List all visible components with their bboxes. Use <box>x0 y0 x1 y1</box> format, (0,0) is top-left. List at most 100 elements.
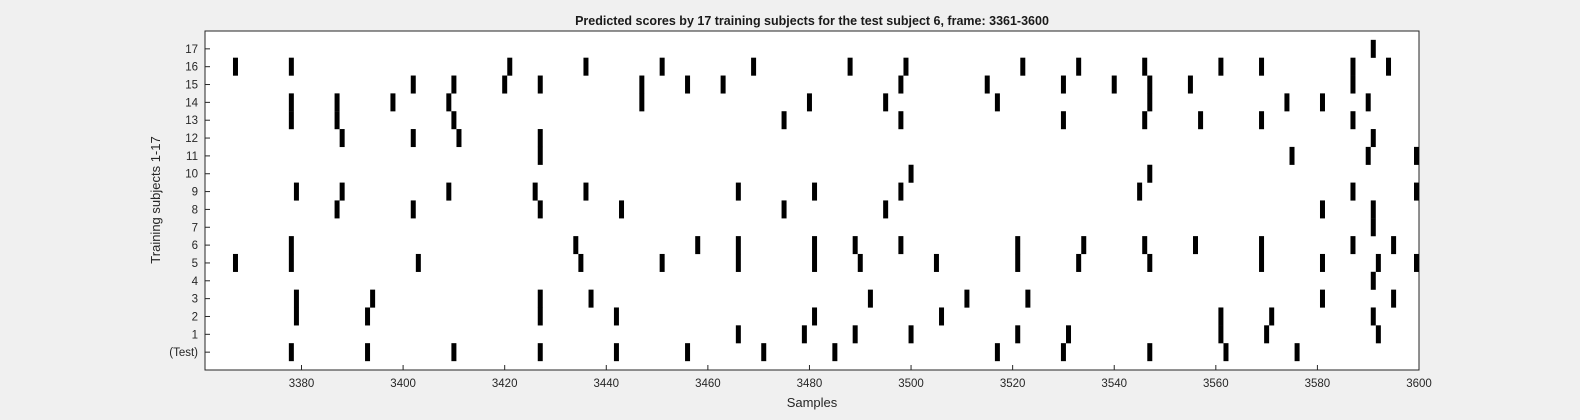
spike-mark <box>232 253 238 272</box>
spike-mark <box>1142 236 1148 255</box>
y-tick-label: 8 <box>192 204 198 216</box>
spike-mark <box>1319 200 1325 219</box>
spike-mark <box>451 343 457 362</box>
spike-mark <box>334 200 340 219</box>
spike-mark <box>588 289 594 308</box>
spike-mark <box>1284 93 1290 112</box>
x-tick-label: 3520 <box>1000 378 1026 390</box>
y-tick-label: 6 <box>192 240 198 252</box>
spike-mark <box>1350 57 1356 76</box>
spike-mark <box>898 75 904 94</box>
x-tick-label: 3400 <box>390 378 416 390</box>
spike-mark <box>410 129 416 148</box>
spike-mark <box>964 289 970 308</box>
spike-mark <box>537 75 543 94</box>
spike-mark <box>898 182 904 201</box>
spike-mark <box>735 182 741 201</box>
spike-mark <box>735 236 741 255</box>
spike-mark <box>1365 146 1371 165</box>
y-tick-label: (Test) <box>169 347 198 359</box>
spike-mark <box>812 182 818 201</box>
x-ticks: 3380 3400 3420 3440 3460 3480 3500 3520 3540 3560… <box>289 365 1432 390</box>
y-tick-label: 17 <box>185 44 198 56</box>
spike-mark <box>898 236 904 255</box>
spike-mark <box>451 111 457 130</box>
y-tick-label: 10 <box>185 169 198 181</box>
spike-mark <box>1370 200 1376 219</box>
spike-mark <box>735 325 741 344</box>
spike-mark <box>1319 289 1325 308</box>
spike-mark <box>288 93 294 112</box>
spike-mark <box>1375 253 1381 272</box>
spike-mark <box>446 182 452 201</box>
y-tick-label: 9 <box>192 187 198 199</box>
spike-mark <box>583 57 589 76</box>
spike-mark <box>781 200 787 219</box>
spike-mark <box>537 200 543 219</box>
y-axis-label: Training subjects 1-17 <box>148 136 163 263</box>
spike-mark <box>1218 307 1224 326</box>
spike-mark <box>1076 57 1082 76</box>
spike-mark <box>288 343 294 362</box>
spike-mark <box>908 325 914 344</box>
x-tick-label: 3600 <box>1406 378 1432 390</box>
spike-mark <box>852 325 858 344</box>
spike-mark <box>446 93 452 112</box>
x-tick-label: 3420 <box>492 378 518 390</box>
y-tick-label: 13 <box>185 115 198 127</box>
spike-mark <box>613 343 619 362</box>
spike-mark <box>288 236 294 255</box>
spike-mark <box>1414 146 1419 165</box>
spike-mark <box>578 253 584 272</box>
y-tick-label: 12 <box>185 133 198 145</box>
spike-mark <box>761 343 767 362</box>
spike-mark <box>781 111 787 130</box>
spike-mark <box>288 57 294 76</box>
spike-mark <box>1370 271 1376 290</box>
spike-mark <box>410 200 416 219</box>
spike-mark <box>903 57 909 76</box>
spike-mark <box>908 164 914 183</box>
spike-mark <box>232 57 238 76</box>
spike-mark <box>410 75 416 94</box>
spike-mark <box>1147 164 1153 183</box>
spike-mark <box>994 93 1000 112</box>
spike-mark <box>1111 75 1117 94</box>
spike-mark <box>532 182 538 201</box>
y-tick-label: 4 <box>192 276 199 288</box>
spike-mark <box>502 75 508 94</box>
spike-mark <box>639 93 645 112</box>
spike-mark <box>339 129 345 148</box>
x-tick-label: 3540 <box>1101 378 1127 390</box>
spike-mark <box>1060 111 1066 130</box>
plot-area <box>204 30 1420 371</box>
spike-mark <box>751 57 757 76</box>
y-tick-label: 2 <box>192 311 198 323</box>
spike-mark <box>537 343 543 362</box>
spike-mark <box>1015 325 1021 344</box>
spike-mark <box>293 289 299 308</box>
spike-mark <box>573 236 579 255</box>
spike-mark <box>456 129 462 148</box>
spike-mark <box>451 75 457 94</box>
spike-mark <box>1350 111 1356 130</box>
spike-mark <box>537 146 543 165</box>
spike-mark <box>293 307 299 326</box>
x-tick-label: 3380 <box>289 378 315 390</box>
spike-mark <box>1137 182 1143 201</box>
spike-mark <box>365 307 371 326</box>
spike-mark <box>883 200 889 219</box>
spike-mark <box>1370 129 1376 148</box>
spike-mark <box>1147 253 1153 272</box>
x-tick-label: 3560 <box>1203 378 1229 390</box>
spike-mark <box>857 253 863 272</box>
spike-mark <box>339 182 345 201</box>
spike-mark <box>806 93 812 112</box>
spike-mark <box>720 75 726 94</box>
spike-mark <box>613 307 619 326</box>
spike-mark <box>293 182 299 201</box>
spike-mark <box>1259 57 1265 76</box>
spike-mark <box>1386 57 1392 76</box>
